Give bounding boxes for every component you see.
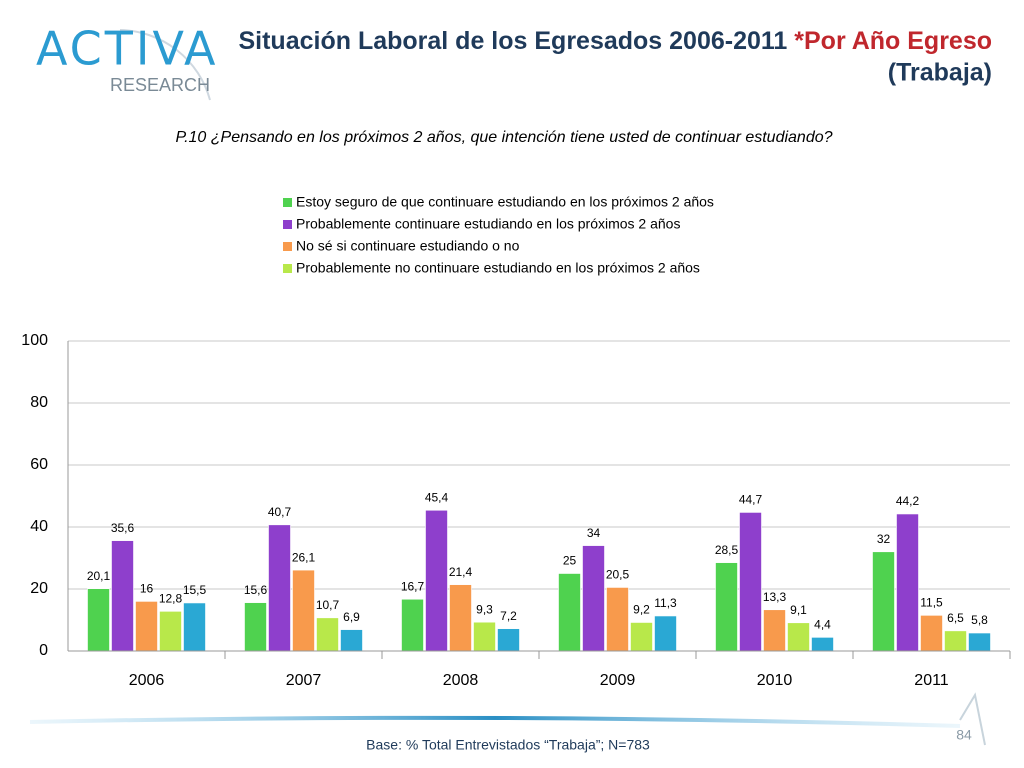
value-label: 26,1 — [292, 550, 316, 564]
x-tick-label: 2010 — [757, 672, 793, 689]
title-highlight: *Por Año Egreso — [794, 27, 992, 55]
value-label: 34 — [587, 526, 601, 540]
bar — [449, 584, 472, 652]
y-tick-label: 60 — [30, 456, 48, 473]
y-tick-label: 0 — [39, 642, 48, 659]
bar — [968, 632, 991, 652]
bar — [401, 598, 424, 652]
bar — [244, 602, 267, 652]
value-label: 21,4 — [449, 565, 473, 579]
legend-label: Estoy seguro de que continuare estudiand… — [296, 194, 714, 210]
value-label: 44,2 — [896, 494, 920, 508]
legend-label: Probablemente no continuare estudiando e… — [296, 260, 700, 276]
bar — [87, 588, 110, 652]
bar — [811, 637, 834, 652]
value-label: 11,3 — [654, 596, 677, 610]
value-label: 9,3 — [476, 602, 493, 616]
value-label: 44,7 — [739, 493, 763, 507]
y-tick-label: 100 — [21, 332, 48, 349]
value-label: 40,7 — [268, 505, 292, 519]
legend-label: Probablemente continuare estudiando en l… — [296, 216, 680, 232]
value-label: 9,2 — [633, 603, 650, 617]
bar — [183, 602, 206, 652]
bar — [654, 615, 677, 652]
bar — [425, 509, 448, 652]
legend-swatch — [283, 198, 292, 207]
x-tick-label: 2011 — [914, 672, 949, 689]
title-main: Situación Laboral de los Egresados 2006-… — [238, 27, 794, 55]
bar — [292, 569, 315, 652]
value-label: 35,6 — [111, 521, 135, 535]
value-label: 12,8 — [159, 591, 183, 605]
value-label: 4,4 — [814, 618, 831, 632]
bar — [497, 628, 520, 652]
value-label: 10,7 — [316, 598, 340, 612]
value-label: 16 — [140, 582, 154, 596]
value-label: 20,1 — [87, 569, 111, 583]
value-label: 11,5 — [920, 596, 943, 610]
bar — [268, 524, 291, 652]
bar — [787, 622, 810, 652]
bar — [763, 609, 786, 652]
bar — [944, 630, 967, 652]
value-label: 5,8 — [971, 613, 988, 627]
bar — [872, 551, 895, 652]
y-tick-label: 80 — [30, 394, 48, 411]
plot-area: 0 20 40 60 80 100 2006 20,1 35,6 16 12,815,5 2007 15… — [21, 332, 1011, 689]
bar — [630, 622, 653, 652]
chart-title-line2: (Trabaja) — [888, 59, 992, 87]
bar — [111, 540, 134, 652]
bar — [739, 512, 762, 652]
legend-swatch — [283, 264, 292, 273]
y-tick-label: 40 — [30, 518, 48, 535]
legend: Estoy seguro de que continuare estudiand… — [283, 194, 714, 276]
value-label: 28,5 — [715, 543, 739, 557]
bar — [920, 615, 943, 652]
legend-swatch — [283, 220, 292, 229]
legend-swatch — [283, 242, 292, 251]
bar — [159, 611, 182, 652]
logo: ACTIVA RESEARCH — [36, 22, 218, 101]
footer-logo — [959, 692, 986, 746]
bar — [715, 562, 738, 652]
bar — [582, 545, 605, 652]
value-label: 15,6 — [244, 583, 268, 597]
bar — [340, 629, 363, 652]
value-label: 45,4 — [425, 490, 449, 504]
footer-note: Base: % Total Entrevistados “Trabaja”; N… — [366, 737, 650, 753]
value-label: 13,3 — [763, 590, 787, 604]
bar — [316, 617, 339, 652]
chart-title: Situación Laboral de los Egresados 2006-… — [238, 27, 992, 55]
value-label: 20,5 — [606, 568, 630, 582]
x-tick-label: 2008 — [443, 672, 479, 689]
footer-swoosh — [29, 715, 961, 728]
bar — [473, 621, 496, 652]
bar — [135, 601, 158, 652]
bar — [558, 573, 581, 652]
value-label: 16,7 — [401, 579, 425, 593]
value-label: 25 — [563, 554, 577, 568]
bar — [606, 587, 629, 652]
page-number: 84 — [956, 727, 972, 743]
value-label: 7,2 — [500, 609, 517, 623]
logo-sub: RESEARCH — [110, 75, 210, 95]
x-tick-label: 2007 — [286, 672, 322, 689]
value-label: 32 — [877, 532, 891, 546]
value-label: 9,1 — [790, 603, 807, 617]
value-label: 6,9 — [343, 610, 360, 624]
chart-subtitle: P.10 ¿Pensando en los próximos 2 años, q… — [175, 129, 832, 146]
value-label: 15,5 — [183, 583, 207, 597]
value-label: 6,5 — [947, 611, 964, 625]
legend-label: No sé si continuare estudiando o no — [296, 238, 520, 254]
bar — [896, 513, 919, 652]
x-tick-label: 2009 — [600, 672, 636, 689]
x-tick-label: 2006 — [129, 672, 165, 689]
y-tick-label: 20 — [30, 580, 48, 597]
logo-brand: ACTIVA — [36, 22, 218, 76]
